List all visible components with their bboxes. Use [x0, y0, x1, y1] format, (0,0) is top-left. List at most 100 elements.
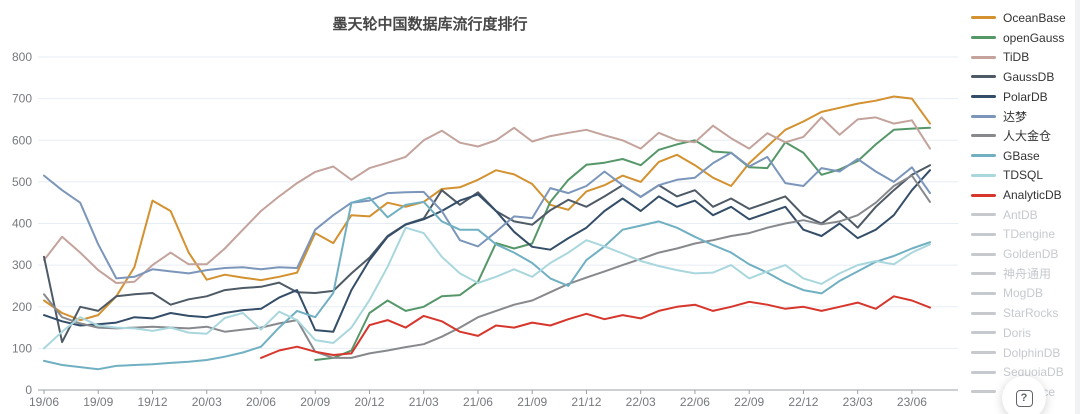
legend-line-swatch	[971, 193, 996, 197]
legend-label: SequoiaDB	[1003, 365, 1064, 380]
legend-item-openGauss[interactable]: openGauss	[971, 28, 1071, 48]
legend-label: openGauss	[1003, 30, 1065, 45]
legend-item-GoldenDB[interactable]: GoldenDB	[971, 244, 1071, 264]
legend-line-swatch	[971, 331, 996, 335]
legend-line-swatch	[971, 390, 996, 394]
legend-line-swatch	[971, 36, 996, 40]
series-line-TDSQL	[43, 226, 931, 350]
legend-item-Doris[interactable]: Doris	[971, 323, 1071, 343]
legend-item-TDengine[interactable]: TDengine	[971, 225, 1071, 245]
series-line-AnalyticDB	[260, 295, 931, 359]
x-axis-label: 21/03	[409, 395, 439, 409]
legend-line-swatch	[971, 232, 996, 236]
x-axis-label: 23/06	[897, 395, 927, 409]
x-axis-label: 22/03	[626, 395, 656, 409]
legend-item-AnalyticDB[interactable]: AnalyticDB	[971, 185, 1071, 205]
legend-item-达梦[interactable]: 达梦	[971, 106, 1071, 126]
y-axis-label: 0	[25, 383, 32, 397]
x-axis-label: 19/09	[83, 395, 113, 409]
legend-item-GaussDB[interactable]: GaussDB	[971, 67, 1071, 87]
series-line-OceanBase	[43, 95, 931, 322]
legend-label: TDengine	[1003, 227, 1056, 242]
legend-line-swatch	[971, 351, 996, 355]
legend-line-swatch	[971, 154, 996, 158]
legend-line-swatch	[971, 95, 996, 99]
legend-item-StarRocks[interactable]: StarRocks	[971, 303, 1071, 323]
legend-label: GBase	[1003, 148, 1040, 163]
y-axis-label: 500	[12, 175, 32, 189]
grid-lines	[38, 56, 958, 349]
x-axis-label: 19/06	[29, 395, 59, 409]
legend-label: StarRocks	[1003, 306, 1059, 321]
legend-label: 人大金仓	[1003, 129, 1052, 144]
legend-label: MogDB	[1003, 286, 1044, 301]
series-line-PolarDB	[43, 169, 931, 333]
legend-line-swatch	[971, 134, 996, 138]
series-line-TiDB	[43, 116, 931, 284]
legend-label: AntDB	[1003, 207, 1038, 222]
legend-label: TiDB	[1003, 50, 1030, 65]
legend-label: Doris	[1003, 325, 1032, 340]
legend-item-AntDB[interactable]: AntDB	[971, 205, 1071, 225]
legend-line-swatch	[971, 272, 996, 276]
legend-item-MogDB[interactable]: MogDB	[971, 284, 1071, 304]
legend-line-swatch	[971, 370, 996, 374]
legend-item-DolphinDB[interactable]: DolphinDB	[971, 343, 1071, 363]
x-axis-label: 22/06	[680, 395, 710, 409]
legend-item-人大金仓[interactable]: 人大金仓	[971, 126, 1071, 146]
legend-item-GBase[interactable]: GBase	[971, 146, 1071, 166]
legend-label: 达梦	[1003, 109, 1028, 124]
data-series-lines	[43, 95, 931, 371]
y-axis-label: 400	[12, 217, 32, 231]
x-axis-label: 21/12	[571, 395, 601, 409]
series-line-GaussDB	[43, 164, 931, 344]
x-axis-label: 20/12	[354, 395, 384, 409]
legend-line-swatch	[971, 16, 996, 20]
legend-label: GaussDB	[1003, 69, 1055, 84]
y-axis-label: 200	[12, 300, 32, 314]
legend-line-swatch	[971, 75, 996, 79]
legend-line-swatch	[971, 252, 996, 256]
x-axis-label: 20/06	[246, 395, 276, 409]
legend-item-神舟通用[interactable]: 神舟通用	[971, 264, 1071, 284]
legend-label: TDSQL	[1003, 168, 1044, 183]
y-axis-label: 700	[12, 92, 32, 106]
legend-item-TiDB[interactable]: TiDB	[971, 47, 1071, 67]
x-axis-label: 22/12	[788, 395, 818, 409]
legend-item-PolarDB[interactable]: PolarDB	[971, 87, 1071, 107]
legend-item-SequoiaDB[interactable]: SequoiaDB	[971, 362, 1071, 382]
y-axis-label: 800	[12, 50, 32, 64]
x-axis-label: 19/12	[137, 395, 167, 409]
series-line-达梦	[43, 151, 931, 280]
legend-line-swatch	[971, 311, 996, 315]
y-axis-label: 300	[12, 258, 32, 272]
question-mark-icon: ?	[1015, 389, 1033, 407]
series-line-openGauss	[314, 126, 931, 361]
window-edge-strip	[1075, 0, 1080, 414]
legend-line-swatch	[971, 291, 996, 295]
x-axis-label: 21/09	[517, 395, 547, 409]
series-line-人大金仓	[43, 174, 931, 359]
legend-label: 神舟通用	[1003, 267, 1052, 282]
x-axis-label: 22/09	[734, 395, 764, 409]
help-button[interactable]: ?	[1002, 376, 1046, 414]
x-axis-label: 20/09	[300, 395, 330, 409]
chart-legend: OceanBase openGauss TiDB GaussDB PolarDB 达梦人大…	[971, 8, 1071, 402]
legend-label: GoldenDB	[1003, 247, 1059, 262]
legend-label: OceanBase	[1003, 10, 1066, 25]
legend-line-swatch	[971, 114, 996, 118]
legend-label: AnalyticDB	[1003, 188, 1062, 203]
y-axis-label: 100	[12, 341, 32, 355]
y-axis-label: 600	[12, 133, 32, 147]
legend-label: DolphinDB	[1003, 345, 1061, 360]
axis-labels: 0 100 200 300 400 500 600 700 800 19/06 19/09 19/12…	[12, 50, 927, 409]
axes	[38, 389, 958, 394]
series-line-GBase	[43, 196, 931, 371]
legend-line-swatch	[971, 55, 996, 59]
chart-title: 墨天轮中国数据库流行度排行	[332, 16, 528, 33]
legend-item-TDSQL[interactable]: TDSQL	[971, 166, 1071, 186]
legend-item-OceanBase[interactable]: OceanBase	[971, 8, 1071, 28]
x-axis-label: 20/03	[192, 395, 222, 409]
